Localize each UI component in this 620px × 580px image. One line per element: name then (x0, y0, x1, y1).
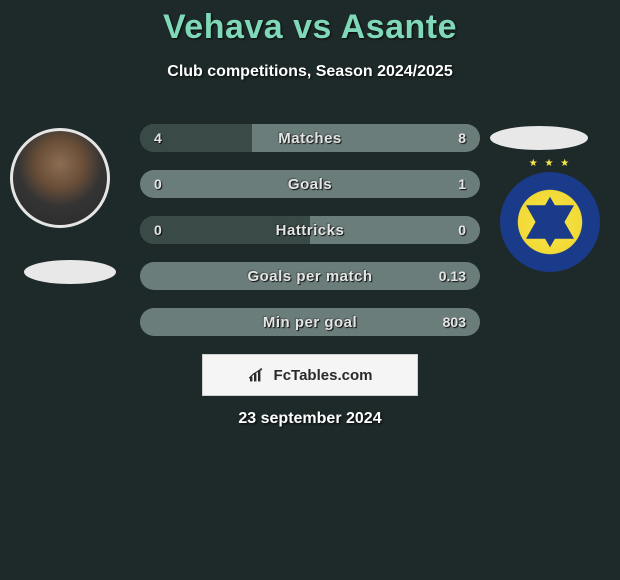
chart-icon (248, 367, 268, 383)
stat-value-right: 8 (458, 124, 466, 152)
source-box: FcTables.com (202, 354, 418, 396)
stat-value-right: 803 (443, 308, 466, 336)
stat-row-goals-per-match: Goals per match 0.13 (140, 262, 480, 290)
player-right-club-badge: ★ ★ ★ (500, 172, 600, 272)
player-left-team-oval (24, 260, 116, 284)
page-title: Vehava vs Asante (0, 8, 620, 47)
club-badge-stars-icon: ★ ★ ★ (529, 158, 571, 169)
player-right-team-oval (490, 126, 588, 150)
stat-value-right: 0 (458, 216, 466, 244)
stat-row-hattricks: 0 Hattricks 0 (140, 216, 480, 244)
club-badge-star-icon (522, 194, 578, 250)
stat-row-matches: 4 Matches 8 (140, 124, 480, 152)
stat-row-min-per-goal: Min per goal 803 (140, 308, 480, 336)
stat-label: Matches (140, 124, 480, 152)
subtitle: Club competitions, Season 2024/2025 (0, 63, 620, 81)
stats-bars: 4 Matches 8 0 Goals 1 0 Hattricks 0 Goal… (140, 124, 480, 354)
source-label: FcTables.com (274, 367, 373, 384)
stat-value-right: 1 (458, 170, 466, 198)
stat-label: Goals per match (140, 262, 480, 290)
stat-value-right: 0.13 (439, 262, 466, 290)
comparison-container: Vehava vs Asante Club competitions, Seas… (0, 0, 620, 580)
stat-row-goals: 0 Goals 1 (140, 170, 480, 198)
stat-label: Min per goal (140, 308, 480, 336)
stat-label: Goals (140, 170, 480, 198)
player-left-avatar (10, 128, 110, 228)
date-label: 23 september 2024 (0, 410, 620, 428)
stat-label: Hattricks (140, 216, 480, 244)
